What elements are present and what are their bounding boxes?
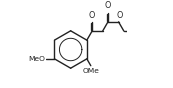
Text: O: O <box>89 11 95 20</box>
Text: MeO: MeO <box>28 56 45 62</box>
Text: O: O <box>116 11 122 20</box>
Text: O: O <box>105 1 111 10</box>
Text: OMe: OMe <box>82 68 99 74</box>
